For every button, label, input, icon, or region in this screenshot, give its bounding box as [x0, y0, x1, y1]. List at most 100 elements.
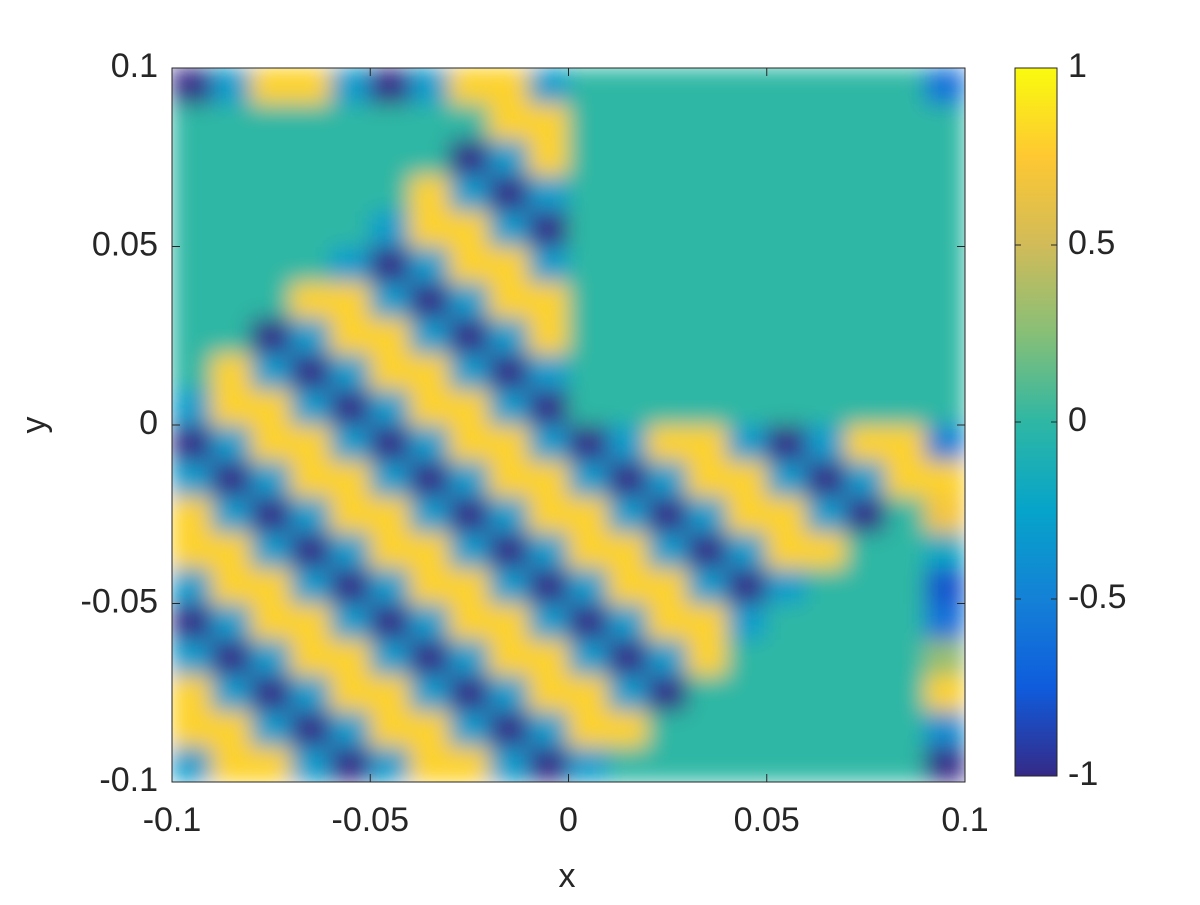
heatmap-cell [845, 603, 887, 640]
heatmap-cell [726, 603, 768, 640]
heatmap-cell [290, 745, 332, 782]
heatmap-cell [607, 281, 649, 319]
heatmap-cell [330, 638, 371, 676]
heatmap-cell [528, 531, 569, 569]
y-tick-label: 0.05 [92, 225, 158, 263]
heatmap-cell [449, 424, 490, 462]
heatmap-cell [766, 531, 807, 569]
heatmap-cell [607, 603, 649, 640]
heatmap-cell [885, 745, 926, 782]
heatmap-cell [568, 281, 609, 319]
x-tick-label: 0.1 [941, 801, 988, 839]
heatmap-cell [805, 674, 847, 712]
heatmap-cell [924, 281, 965, 319]
heatmap-cell [449, 281, 490, 319]
heatmap-cell [924, 745, 965, 782]
heatmap-cell [845, 138, 887, 176]
heatmap-cell [211, 210, 252, 247]
heatmap-cell [290, 210, 332, 247]
heatmap-cell [568, 210, 609, 247]
heatmap-cell [647, 68, 688, 105]
heatmap-cell [924, 174, 965, 212]
heatmap-cell [409, 674, 451, 712]
heatmap-cell [726, 68, 768, 105]
heatmap-cell [211, 281, 252, 319]
heatmap-cell [409, 745, 451, 782]
heatmap-cell [607, 317, 649, 355]
heatmap-cell [607, 495, 649, 533]
heatmap-cell [528, 567, 569, 604]
heatmap-cell [409, 281, 451, 319]
heatmap-cell [409, 353, 451, 390]
heatmap-cell [330, 210, 371, 247]
heatmap-cell [488, 603, 530, 640]
heatmap-cell [568, 495, 609, 533]
heatmap-cell [924, 674, 965, 712]
heatmap-cell [766, 710, 807, 747]
heatmap-cell [409, 460, 451, 497]
heatmap-cell [924, 317, 965, 355]
heatmap-cell [369, 495, 411, 533]
heatmap-cell [845, 353, 887, 390]
heatmap-cell [885, 531, 926, 569]
heatmap-cell [409, 210, 451, 247]
heatmap-cell [647, 603, 688, 640]
heatmap-cell [726, 567, 768, 604]
heatmap-cell [172, 603, 213, 640]
heatmap-cell [172, 424, 213, 462]
heatmap-cell [369, 317, 411, 355]
heatmap-cell [172, 710, 213, 747]
heatmap-cell [211, 460, 252, 497]
heatmap-cell [607, 388, 649, 426]
heatmap-cell [924, 424, 965, 462]
heatmap-cell [330, 567, 371, 604]
heatmap-cell [686, 710, 728, 747]
heatmap-cell [845, 281, 887, 319]
heatmap-cell [330, 353, 371, 390]
heatmap-cell [924, 138, 965, 176]
heatmap-cell [488, 281, 530, 319]
heatmap-cell [369, 745, 411, 782]
heatmap-cell [290, 174, 332, 212]
heatmap-cell [488, 710, 530, 747]
heatmap-cell [885, 317, 926, 355]
heatmap-cell [330, 745, 371, 782]
heatmap-cell [568, 174, 609, 212]
heatmap-cell [409, 246, 451, 283]
heatmap-cell [330, 246, 371, 283]
heatmap-cell [924, 531, 965, 569]
heatmap-cell [409, 567, 451, 604]
heatmap-cell [805, 353, 847, 390]
heatmap-cell [647, 710, 688, 747]
heatmap-cell [726, 317, 768, 355]
heatmap-cell [488, 745, 530, 782]
heatmap-cell [607, 674, 649, 712]
heatmap-cell [924, 353, 965, 390]
heatmap-cell [290, 603, 332, 640]
heatmap-cell [250, 603, 292, 640]
heatmap-cell [845, 246, 887, 283]
heatmap-cell [607, 460, 649, 497]
colorbar-tick-label: 0 [1068, 401, 1087, 439]
heatmap-cell [726, 210, 768, 247]
y-tick-label: 0.1 [111, 47, 158, 85]
heatmap-cell [330, 424, 371, 462]
heatmap-cell [172, 138, 213, 176]
heatmap-cell [607, 745, 649, 782]
heatmap-cell [607, 210, 649, 247]
heatmap-cell [647, 388, 688, 426]
heatmap-cell [488, 317, 530, 355]
heatmap-cell [211, 495, 252, 533]
heatmap-cell [805, 174, 847, 212]
x-tick-label: 0.05 [734, 801, 800, 839]
heatmap-cell [885, 710, 926, 747]
heatmap-cell [845, 424, 887, 462]
heatmap-cell [330, 495, 371, 533]
heatmap-cell [290, 103, 332, 140]
heatmap-cell [686, 353, 728, 390]
heatmap-cell [369, 103, 411, 140]
heatmap-cell [250, 674, 292, 712]
heatmap-cell [885, 103, 926, 140]
heatmap-cell [250, 745, 292, 782]
